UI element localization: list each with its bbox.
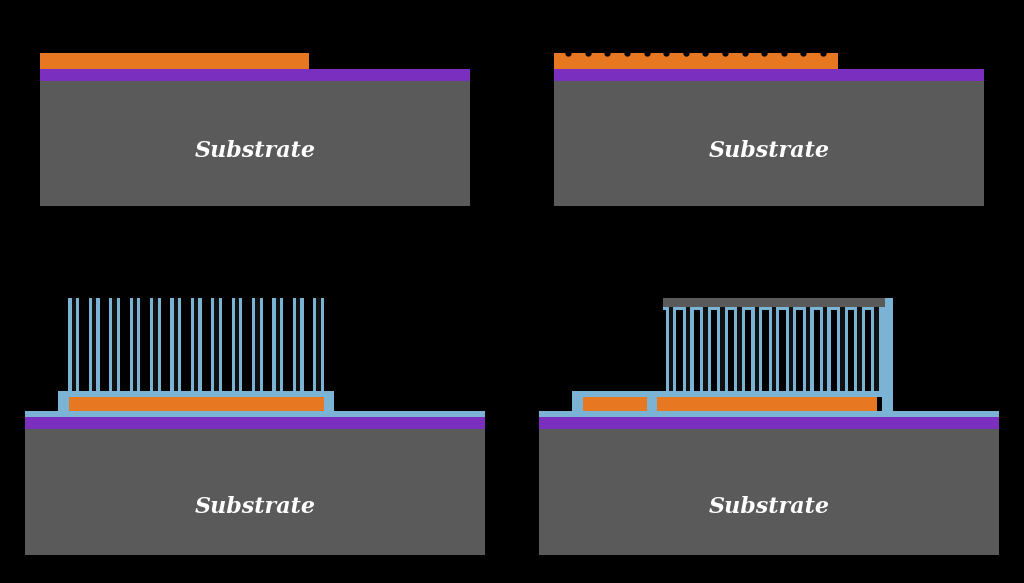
Bar <box>686 307 690 391</box>
Bar <box>768 307 779 391</box>
Text: Substrate: Substrate <box>709 140 829 161</box>
Bar <box>664 293 885 307</box>
Bar <box>785 307 797 391</box>
Bar <box>666 307 677 391</box>
Bar <box>92 293 96 391</box>
Bar <box>211 293 222 391</box>
Bar <box>755 307 759 391</box>
Bar <box>316 293 321 391</box>
Bar <box>25 411 485 417</box>
Bar <box>717 307 728 391</box>
Bar <box>40 81 470 206</box>
Bar <box>871 307 882 391</box>
Bar <box>195 293 199 391</box>
Bar <box>69 286 324 293</box>
Bar <box>190 293 202 391</box>
Bar <box>154 293 158 391</box>
Bar <box>583 397 646 411</box>
Bar <box>58 391 334 397</box>
Bar <box>130 293 140 391</box>
Bar <box>882 293 893 411</box>
Bar <box>837 307 848 391</box>
Bar <box>788 307 794 391</box>
Bar <box>234 293 240 391</box>
Bar <box>272 293 284 391</box>
Bar <box>214 293 219 391</box>
Bar <box>554 53 838 69</box>
Bar <box>255 293 260 391</box>
Bar <box>539 411 999 417</box>
Bar <box>572 391 583 411</box>
Bar <box>275 293 280 391</box>
Bar <box>772 307 776 391</box>
Bar <box>313 293 324 391</box>
Bar <box>539 430 999 555</box>
Bar <box>58 391 69 411</box>
Bar <box>296 293 300 391</box>
Bar <box>174 293 178 391</box>
Bar <box>669 307 674 391</box>
Bar <box>151 293 161 391</box>
Bar <box>657 391 888 397</box>
Bar <box>874 307 879 391</box>
Bar <box>89 293 99 391</box>
Bar <box>854 307 865 391</box>
Bar <box>572 391 657 397</box>
Bar <box>69 293 79 391</box>
Bar <box>683 307 693 391</box>
Bar <box>646 391 657 411</box>
Bar <box>700 307 711 391</box>
Bar <box>820 307 830 391</box>
Text: Substrate: Substrate <box>195 140 315 161</box>
Bar <box>40 53 309 69</box>
Bar <box>170 293 181 391</box>
Bar <box>841 307 845 391</box>
Bar <box>25 430 485 555</box>
Bar <box>554 81 984 206</box>
Bar <box>252 293 263 391</box>
Bar <box>734 307 745 391</box>
Text: Substrate: Substrate <box>709 497 829 518</box>
Bar <box>803 307 813 391</box>
Bar <box>72 293 76 391</box>
Bar <box>113 293 117 391</box>
Bar <box>293 293 304 391</box>
Bar <box>231 293 243 391</box>
Bar <box>806 307 810 391</box>
Bar <box>657 397 877 411</box>
Bar <box>25 417 485 430</box>
Bar <box>703 307 708 391</box>
Bar <box>720 307 725 391</box>
Bar <box>752 307 762 391</box>
Bar <box>40 69 470 81</box>
Bar <box>133 293 137 391</box>
Bar <box>857 307 862 391</box>
Bar <box>823 307 827 391</box>
Bar <box>664 304 885 310</box>
Bar <box>737 307 741 391</box>
Text: Substrate: Substrate <box>195 497 315 518</box>
Bar <box>554 69 984 81</box>
Bar <box>69 397 324 411</box>
Bar <box>324 391 334 411</box>
Bar <box>539 417 999 430</box>
Bar <box>110 293 120 391</box>
